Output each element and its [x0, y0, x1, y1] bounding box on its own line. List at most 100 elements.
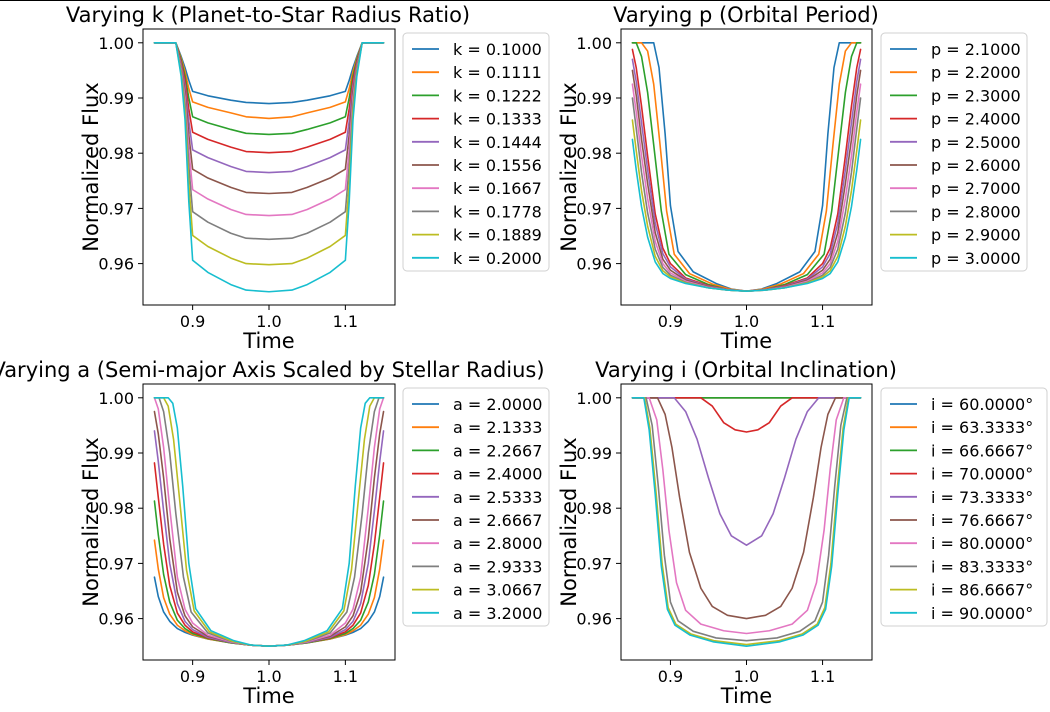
legend-entry-label: k = 0.1444 — [453, 133, 542, 152]
y-tick-label: 1.00 — [576, 34, 612, 53]
x-axis-label: Time — [720, 329, 772, 353]
legend-entry-label: k = 0.1889 — [453, 226, 542, 245]
x-tick-label: 1.1 — [333, 312, 358, 331]
panel-i-legend: i = 60.0000° i = 63.3333° i = 66.6667° i = … — [880, 387, 1048, 627]
legend-entry-label: k = 0.1333 — [453, 110, 542, 129]
legend-entry-label: a = 2.6667 — [453, 511, 542, 530]
y-tick-label: 0.96 — [576, 610, 612, 629]
legend-box — [402, 32, 550, 272]
legend-entry-label: a = 2.0000 — [453, 395, 542, 414]
y-axis-label: Normalized Flux — [79, 82, 103, 251]
legend-entry-label: k = 0.1111 — [453, 63, 542, 82]
series-line-i-4 — [631, 396, 862, 546]
series-line-p-0 — [631, 41, 862, 293]
series-line-p-5 — [631, 69, 862, 293]
legend-box — [880, 387, 1048, 627]
panel-i-title: Varying i (Orbital Inclination) — [595, 358, 897, 382]
y-tick-label: 1.00 — [576, 389, 612, 408]
legend-entry-label: i = 66.6667° — [931, 441, 1033, 460]
series-line-p-3 — [631, 48, 862, 293]
legend-entry-label: p = 2.3000 — [931, 86, 1021, 105]
panel-k-legend: k = 0.1000 k = 0.1111 k = 0.1222 k = 0.1333… — [402, 32, 550, 272]
legend-entry-label: k = 0.1000 — [453, 40, 542, 59]
y-tick-label: 0.98 — [576, 144, 612, 163]
panel-a-legend: a = 2.0000 a = 2.1333 a = 2.2667 a = 2.4000… — [402, 387, 550, 627]
series-line-p-2 — [631, 41, 862, 293]
x-tick-label: 1.0 — [256, 667, 281, 686]
y-tick-label: 0.99 — [576, 444, 612, 463]
legend-entry-label: p = 2.4000 — [931, 110, 1021, 129]
x-tick-label: 0.9 — [658, 667, 683, 686]
legend-entry-label: k = 0.1667 — [453, 179, 542, 198]
legend-entry-label: i = 83.3333° — [931, 557, 1033, 576]
legend-entry-label: p = 3.0000 — [931, 249, 1021, 268]
panel-i-lines — [631, 396, 862, 648]
legend-box — [402, 387, 550, 627]
legend-entry-label: a = 3.2000 — [453, 604, 542, 623]
legend-entry-label: p = 2.5000 — [931, 133, 1021, 152]
panel-a: Varying a (Semi-major Axis Scaled by Ste… — [0, 358, 550, 708]
y-tick-label: 1.00 — [98, 389, 134, 408]
series-line-i-5 — [631, 396, 862, 620]
legend-entry-label: a = 2.8000 — [453, 534, 542, 553]
y-tick-label: 0.96 — [98, 255, 134, 274]
series-line-a-5 — [153, 410, 385, 648]
panel-a-title: Varying a (Semi-major Axis Scaled by Ste… — [0, 358, 545, 382]
legend-entry-label: k = 0.1556 — [453, 156, 542, 175]
series-line-i-8 — [631, 396, 862, 646]
legend-entry-label: k = 0.2000 — [453, 249, 542, 268]
legend-entry-label: a = 2.1333 — [453, 418, 542, 437]
legend-entry-label: a = 2.5333 — [453, 488, 542, 507]
panel-p-lines — [631, 41, 862, 293]
legend-entry-label: i = 73.3333° — [931, 488, 1033, 507]
series-line-a-8 — [153, 396, 385, 648]
panel-p-title: Varying p (Orbital Period) — [613, 3, 879, 27]
y-tick-label: 0.97 — [98, 554, 134, 573]
x-tick-label: 0.9 — [180, 667, 205, 686]
legend-entry-label: p = 2.7000 — [931, 179, 1021, 198]
series-line-p-9 — [631, 138, 862, 293]
legend-entry-label: a = 3.0667 — [453, 581, 542, 600]
panel-a-lines — [153, 396, 385, 648]
legend-entry-label: p = 2.9000 — [931, 226, 1021, 245]
legend-entry-label: p = 2.1000 — [931, 40, 1021, 59]
legend-entry-label: k = 0.1778 — [453, 202, 542, 221]
series-line-i-6 — [631, 396, 862, 635]
y-tick-label: 0.98 — [98, 499, 134, 518]
legend-entry-label: i = 86.6667° — [931, 581, 1033, 600]
series-line-i-3 — [631, 396, 862, 433]
series-line-i-7 — [631, 396, 862, 642]
x-tick-label: 1.0 — [734, 312, 759, 331]
legend-entry-label: p = 2.6000 — [931, 156, 1021, 175]
x-tick-label: 0.9 — [180, 312, 205, 331]
panel-p: Varying p (Orbital Period) 0.9 1.0 1.1 0.96 0… — [557, 3, 1028, 353]
y-tick-label: 0.99 — [576, 89, 612, 108]
y-axis-label: Normalized Flux — [557, 437, 581, 606]
legend-box — [880, 32, 1028, 272]
y-tick-label: 0.97 — [98, 199, 134, 218]
series-line-a-0 — [153, 576, 385, 648]
series-line-a-4 — [153, 430, 385, 648]
x-axis-label: Time — [720, 684, 772, 708]
series-line-a-6 — [153, 396, 385, 648]
x-tick-label: 1.1 — [810, 667, 835, 686]
legend-entry-label: a = 2.9333 — [453, 557, 542, 576]
legend-entry-label: i = 80.0000° — [931, 534, 1033, 553]
x-tick-label: 1.1 — [810, 312, 835, 331]
legend-entry-label: i = 63.3333° — [931, 418, 1033, 437]
legend-entry-label: p = 2.2000 — [931, 63, 1021, 82]
panel-k-title: Varying k (Planet-to-Star Radius Ratio) — [66, 3, 470, 27]
figure-top-border — [0, 0, 1050, 1]
y-tick-label: 0.98 — [98, 144, 134, 163]
y-tick-label: 0.99 — [98, 444, 134, 463]
legend-entry-label: k = 0.1222 — [453, 86, 542, 105]
y-tick-label: 0.96 — [98, 610, 134, 629]
series-line-a-7 — [153, 396, 385, 648]
panel-p-legend: p = 2.1000 p = 2.2000 p = 2.3000 p = 2.4000… — [880, 32, 1028, 272]
legend-entry-label: i = 90.0000° — [931, 604, 1033, 623]
y-tick-label: 1.00 — [98, 34, 134, 53]
x-tick-label: 1.1 — [333, 667, 358, 686]
legend-entry-label: a = 2.4000 — [453, 465, 542, 484]
y-tick-label: 0.97 — [576, 199, 612, 218]
